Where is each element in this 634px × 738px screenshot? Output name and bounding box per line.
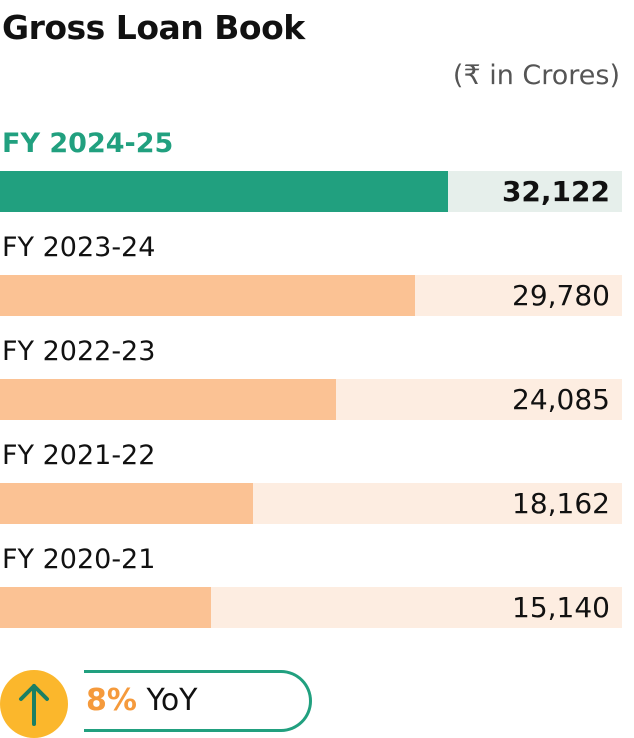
yoy-percent: 8% — [86, 683, 137, 718]
arrow-up-glyph — [19, 684, 49, 726]
bar-track: 18,162 — [0, 483, 622, 524]
category-label: FY 2023-24 — [2, 232, 156, 263]
bar — [0, 587, 211, 628]
category-label: FY 2024-25 — [2, 128, 174, 159]
category-label: FY 2020-21 — [2, 544, 156, 575]
bar-track: 32,122 — [0, 171, 622, 212]
bar-value-label: 24,085 — [512, 383, 610, 416]
bar-value-label: 18,162 — [512, 487, 610, 520]
unit-label: (₹ in Crores) — [452, 60, 620, 91]
bar-track: 24,085 — [0, 379, 622, 420]
bar — [0, 483, 253, 524]
yoy-text: 8% YoY — [86, 670, 198, 732]
bar — [0, 379, 336, 420]
yoy-label: YoY — [146, 683, 198, 718]
category-label: FY 2021-22 — [2, 440, 156, 471]
bar-value-label: 29,780 — [512, 279, 610, 312]
chart-title: Gross Loan Book — [2, 8, 305, 47]
bar-value-label: 15,140 — [512, 591, 610, 624]
bar-track: 29,780 — [0, 275, 622, 316]
bar — [0, 171, 448, 212]
category-label: FY 2022-23 — [2, 336, 156, 367]
yoy-badge — [84, 670, 312, 732]
bar — [0, 275, 415, 316]
bar-value-label: 32,122 — [501, 175, 610, 208]
arrow-up-icon — [0, 670, 68, 738]
bar-track: 15,140 — [0, 587, 622, 628]
